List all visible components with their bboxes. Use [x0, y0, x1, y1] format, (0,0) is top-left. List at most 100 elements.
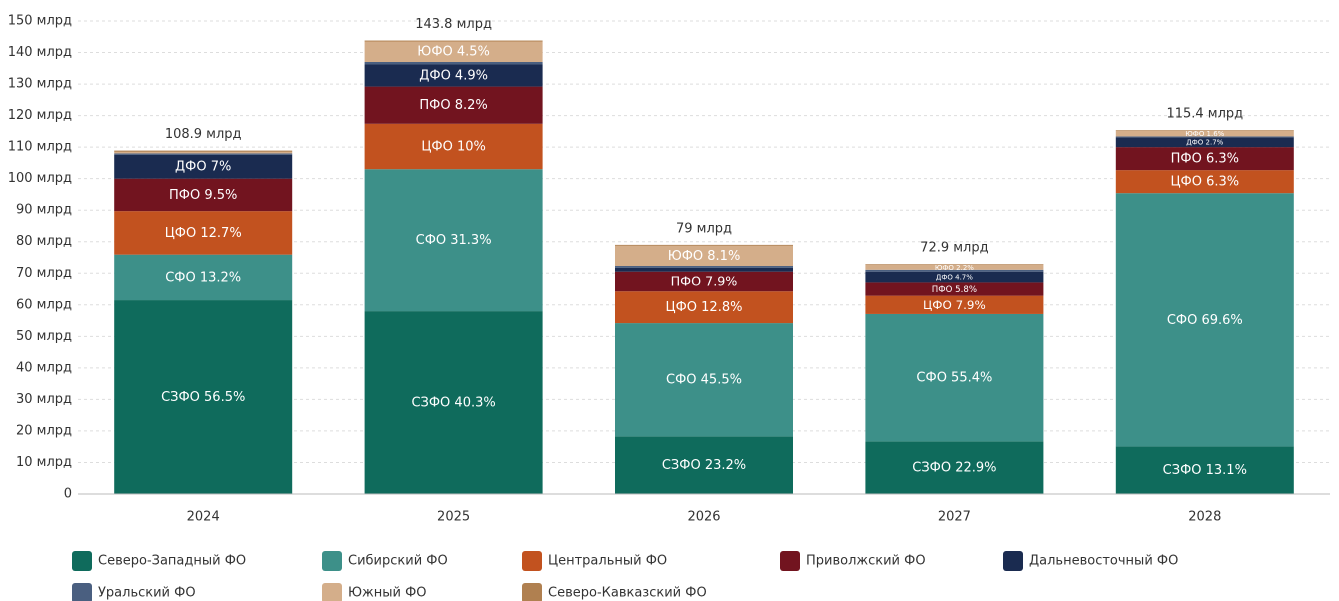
y-tick-label: 130 млрд — [8, 77, 72, 92]
bar-segment — [1115, 130, 1294, 131]
bar-segment — [865, 313, 1044, 442]
x-tick-label: 2028 — [1188, 510, 1221, 525]
bar-segment — [615, 436, 793, 494]
bar-segment — [865, 264, 1044, 265]
bar-segment — [615, 245, 793, 267]
y-tick-label: 90 млрд — [16, 203, 72, 218]
segment-label: ДФО 7% — [175, 160, 231, 175]
y-tick-label: 40 млрд — [16, 360, 72, 375]
total-label: 143.8 млрд — [415, 17, 492, 32]
total-label: 115.4 млрд — [1166, 107, 1243, 122]
segment-label: СЗФО 23.2% — [662, 458, 746, 473]
bar-segment — [114, 150, 293, 152]
legend-swatch — [522, 551, 542, 571]
legend-swatch — [72, 551, 92, 571]
segment-label: ЮФО 1.6% — [1185, 130, 1224, 138]
bar-segment — [364, 311, 543, 494]
bar-segment — [114, 154, 293, 179]
y-tick-label: 110 млрд — [8, 140, 72, 155]
total-label: 79 млрд — [676, 221, 732, 236]
segment-label: СФО 55.4% — [916, 371, 992, 386]
bar-segment — [364, 41, 543, 62]
bar-segment — [1115, 193, 1294, 447]
segment-label: ЮФО 2.2% — [935, 264, 974, 272]
legend-swatch — [522, 583, 542, 601]
legend-swatch — [72, 583, 92, 601]
bar-segment — [114, 178, 293, 212]
segment-label: СЗФО 56.5% — [161, 390, 245, 405]
bar-segment — [364, 61, 543, 65]
segment-label: ПФО 5.8% — [932, 285, 977, 295]
bar-segment — [1115, 147, 1294, 171]
bar-segment — [1115, 136, 1294, 138]
x-tick-label: 2026 — [687, 510, 720, 525]
segment-label: СФО 13.2% — [165, 270, 241, 285]
x-tick-label: 2027 — [938, 510, 971, 525]
segment-label: ЦФО 6.3% — [1170, 175, 1239, 190]
y-tick-label: 10 млрд — [16, 455, 72, 470]
bar-segment — [865, 295, 1044, 314]
legend-swatch — [780, 551, 800, 571]
legend-swatch — [322, 583, 342, 601]
x-tick-label: 2025 — [437, 510, 470, 525]
segment-label: ДФО 4.7% — [936, 274, 973, 282]
segment-label: ЦФО 10% — [421, 140, 486, 155]
y-tick-label: 70 млрд — [16, 266, 72, 281]
segment-label: СФО 69.6% — [1167, 313, 1243, 328]
bar-segment — [615, 244, 793, 246]
bar-segment — [865, 441, 1044, 494]
y-tick-label: 150 млрд — [8, 14, 72, 29]
segment-label: ПФО 7.9% — [671, 273, 738, 288]
segment-label: ЮФО 8.1% — [668, 249, 741, 264]
legend-label: Дальневосточный ФО — [1029, 554, 1178, 569]
y-tick-label: 30 млрд — [16, 392, 72, 407]
segment-label: СФО 31.3% — [416, 233, 492, 248]
bar-segment — [865, 264, 1044, 270]
segment-label: ДФО 2.7% — [1186, 139, 1223, 147]
segment-label: ЦФО 12.8% — [666, 300, 743, 315]
legend-label: Южный ФО — [348, 586, 427, 601]
y-tick-label: 20 млрд — [16, 423, 72, 438]
segment-label: СЗФО 22.9% — [912, 461, 996, 476]
bar-segment — [364, 40, 543, 42]
bar-segment — [364, 64, 543, 87]
legend-label: Центральный ФО — [548, 554, 667, 569]
bar-segment — [1115, 446, 1294, 494]
segment-label: СЗФО 13.1% — [1163, 463, 1247, 478]
bar-segment — [865, 271, 1044, 283]
y-tick-label: 50 млрд — [16, 329, 72, 344]
x-tick-label: 2024 — [187, 510, 220, 525]
segment-label: ПФО 8.2% — [419, 98, 487, 113]
bar-segment — [615, 291, 793, 324]
segment-label: ДФО 4.9% — [419, 69, 488, 84]
legend-swatch — [1003, 551, 1023, 571]
bar-segment — [865, 282, 1044, 296]
segment-label: ЦФО 7.9% — [923, 298, 986, 312]
bar-segment — [364, 123, 543, 170]
bar-segment — [1115, 137, 1294, 148]
legend-label: Уральский ФО — [98, 586, 196, 601]
bar-segment — [615, 267, 793, 272]
bar-segment — [615, 323, 793, 437]
bar-segment — [364, 86, 543, 124]
y-tick-label: 140 млрд — [8, 45, 72, 60]
bar-segment — [114, 300, 293, 494]
bar-segment — [114, 153, 293, 155]
bar-segment — [114, 151, 293, 154]
legend-swatch — [322, 551, 342, 571]
bar-segment — [364, 169, 543, 312]
legend-label: Приволжский ФО — [806, 554, 926, 569]
bar-segment — [114, 211, 293, 255]
segment-label: ЦФО 12.7% — [165, 226, 242, 241]
legend-label: Северо-Кавказский ФО — [548, 586, 707, 601]
total-label: 72.9 млрд — [920, 241, 988, 256]
bar-segment — [615, 271, 793, 292]
y-tick-label: 80 млрд — [16, 234, 72, 249]
y-tick-label: 60 млрд — [16, 297, 72, 312]
segment-label: СЗФО 40.3% — [411, 396, 495, 411]
bar-segment — [1115, 130, 1294, 137]
segment-label: ПФО 9.5% — [169, 188, 237, 203]
y-tick-label: 0 — [64, 487, 72, 502]
legend-label: Сибирский ФО — [348, 554, 448, 569]
